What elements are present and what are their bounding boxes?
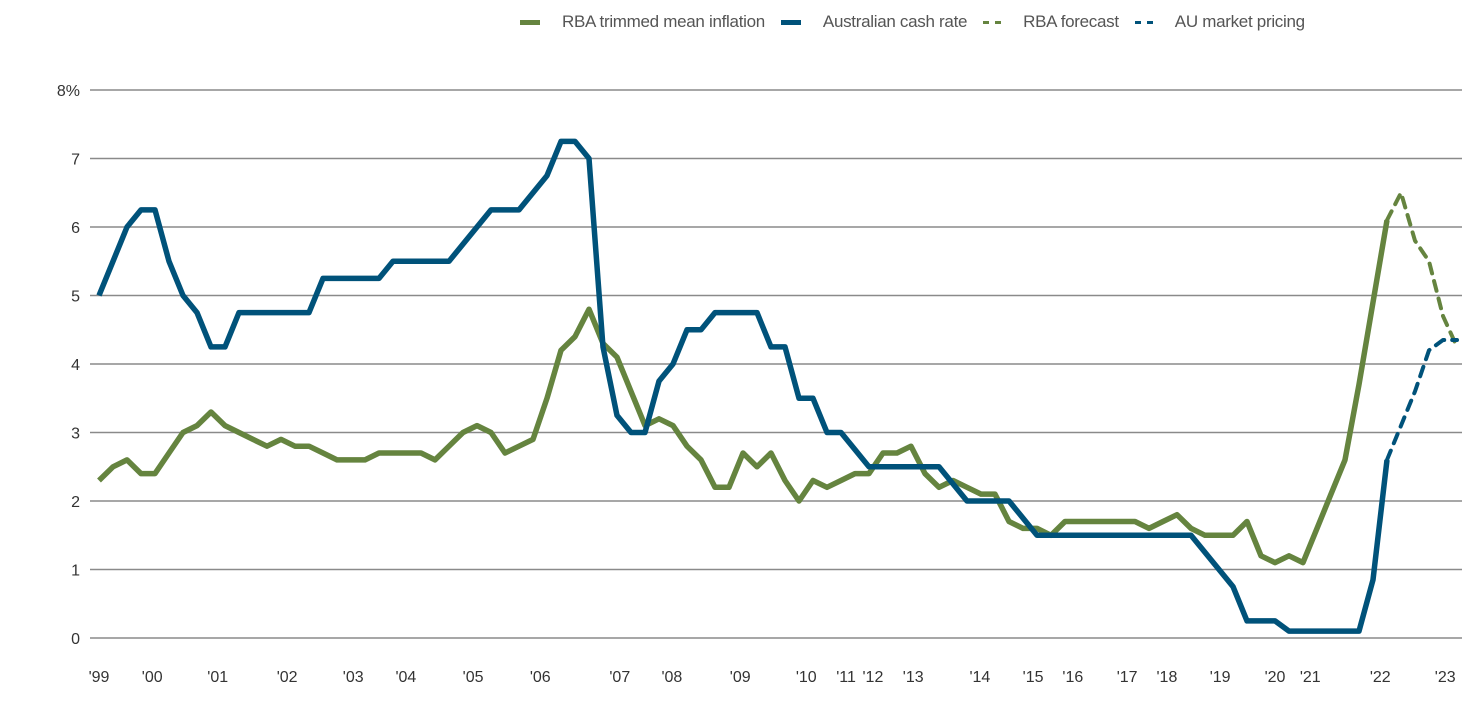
x-tick-label: '00 xyxy=(142,669,163,686)
x-tick-label: '17 xyxy=(1117,669,1138,686)
x-tick-label: '15 xyxy=(1023,669,1044,686)
series-line-rba-forecast xyxy=(1385,190,1459,349)
x-tick-label: '11 xyxy=(836,669,856,686)
legend-label: RBA forecast xyxy=(1023,12,1119,31)
y-tick-label: 6 xyxy=(71,220,80,237)
legend-swatch-rba-forecast xyxy=(983,20,1002,24)
y-tick-label: 1 xyxy=(71,563,80,580)
y-tick-label: 3 xyxy=(71,426,80,443)
x-tick-label: '14 xyxy=(969,669,990,686)
x-tick-label: '13 xyxy=(903,669,924,686)
x-tick-label: '99 xyxy=(89,669,110,686)
legend-swatch-inflation xyxy=(520,19,540,25)
series-lines xyxy=(96,138,1459,634)
legend-swatch-market-pricing xyxy=(1134,20,1153,24)
series-line-rba-trimmed-mean-inflation xyxy=(97,219,1390,566)
x-tick-label: '22 xyxy=(1370,669,1391,686)
legend-label: Australian cash rate xyxy=(822,12,968,31)
x-tick-label: '20 xyxy=(1265,669,1286,686)
legend-swatch-cash-rate xyxy=(780,19,801,25)
x-tick-label: '01 xyxy=(207,669,228,686)
y-tick-label: 4 xyxy=(71,357,80,374)
legend-item-rba-forecast: RBA forecast xyxy=(983,12,1119,32)
x-tick-label: '18 xyxy=(1156,669,1177,686)
series-line-au-market-pricing xyxy=(1385,338,1459,462)
x-tick-label: '23 xyxy=(1435,669,1456,686)
y-tick-label: 8% xyxy=(57,83,80,100)
x-tick-label: '10 xyxy=(796,669,817,686)
x-tick-label: '12 xyxy=(862,669,883,686)
legend-item-market-pricing: AU market pricing xyxy=(1134,12,1305,32)
x-tick-label: '09 xyxy=(730,669,751,686)
legend-label: AU market pricing xyxy=(1174,12,1305,31)
x-tick-label: '02 xyxy=(277,669,298,686)
x-tick-label: '05 xyxy=(463,669,484,686)
x-tick-label: '07 xyxy=(609,669,630,686)
x-tick-label: '19 xyxy=(1210,669,1231,686)
gridlines xyxy=(90,89,1462,639)
x-tick-label: '04 xyxy=(395,669,416,686)
series-line-australian-cash-rate xyxy=(96,138,1390,634)
y-tick-label: 2 xyxy=(71,494,80,511)
x-tick-label: '21 xyxy=(1300,669,1321,686)
legend: RBA trimmed mean inflation Australian ca… xyxy=(520,12,1321,32)
legend-item-cash-rate: Australian cash rate xyxy=(780,12,968,32)
x-tick-label: '08 xyxy=(661,669,682,686)
legend-label: RBA trimmed mean inflation xyxy=(562,12,765,31)
legend-item-inflation: RBA trimmed mean inflation xyxy=(520,12,765,32)
y-tick-label: 5 xyxy=(71,289,80,306)
x-tick-label: '06 xyxy=(530,669,551,686)
x-tick-label: '16 xyxy=(1062,669,1083,686)
y-tick-label: 7 xyxy=(71,152,80,169)
x-tick-label: '03 xyxy=(343,669,364,686)
y-axis-ticks: 0 1 2 3 4 5 6 7 8% xyxy=(57,83,80,648)
x-axis-ticks: '99 '00 '01 '02 '03 '04 '05 '06 '07 '08 '09 '10 '11 '… xyxy=(89,669,1456,686)
y-tick-label: 0 xyxy=(71,631,80,648)
